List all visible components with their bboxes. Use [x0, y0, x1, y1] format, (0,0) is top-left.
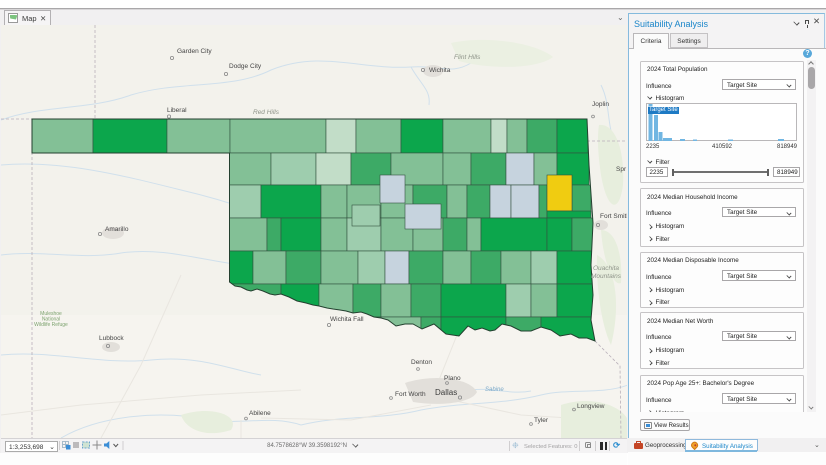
svg-text:Tyler: Tyler	[534, 417, 549, 424]
svg-text:Dallas: Dallas	[435, 388, 457, 397]
svg-text:Abilene: Abilene	[249, 410, 271, 417]
svg-text:Red Hills: Red Hills	[253, 109, 280, 116]
svg-text:Joplin: Joplin	[592, 101, 609, 108]
svg-text:Spr: Spr	[616, 166, 627, 173]
svg-text:Plano: Plano	[444, 375, 461, 382]
svg-text:Muleshoe: Muleshoe	[40, 311, 62, 317]
svg-text:Liberal: Liberal	[167, 107, 187, 114]
svg-text:Flint Hills: Flint Hills	[454, 54, 481, 61]
svg-text:Dodge City: Dodge City	[229, 63, 262, 70]
svg-text:Denton: Denton	[411, 359, 432, 366]
svg-text:Wildlife Refuge: Wildlife Refuge	[34, 322, 68, 328]
svg-text:Amarillo: Amarillo	[105, 226, 129, 233]
svg-text:Longview: Longview	[577, 403, 605, 410]
svg-text:Sabine: Sabine	[485, 387, 504, 393]
svg-text:Wichita: Wichita	[429, 67, 451, 74]
svg-text:Ouachita: Ouachita	[593, 265, 619, 272]
svg-text:Fort Worth: Fort Worth	[395, 391, 426, 398]
svg-text:Wichita Fall: Wichita Fall	[330, 316, 364, 323]
svg-text:National: National	[42, 317, 60, 323]
svg-text:Mountains: Mountains	[591, 273, 622, 280]
svg-text:Garden City: Garden City	[177, 48, 212, 55]
svg-text:Lubbock: Lubbock	[99, 335, 124, 342]
svg-text:Fort Smith: Fort Smith	[600, 213, 627, 220]
